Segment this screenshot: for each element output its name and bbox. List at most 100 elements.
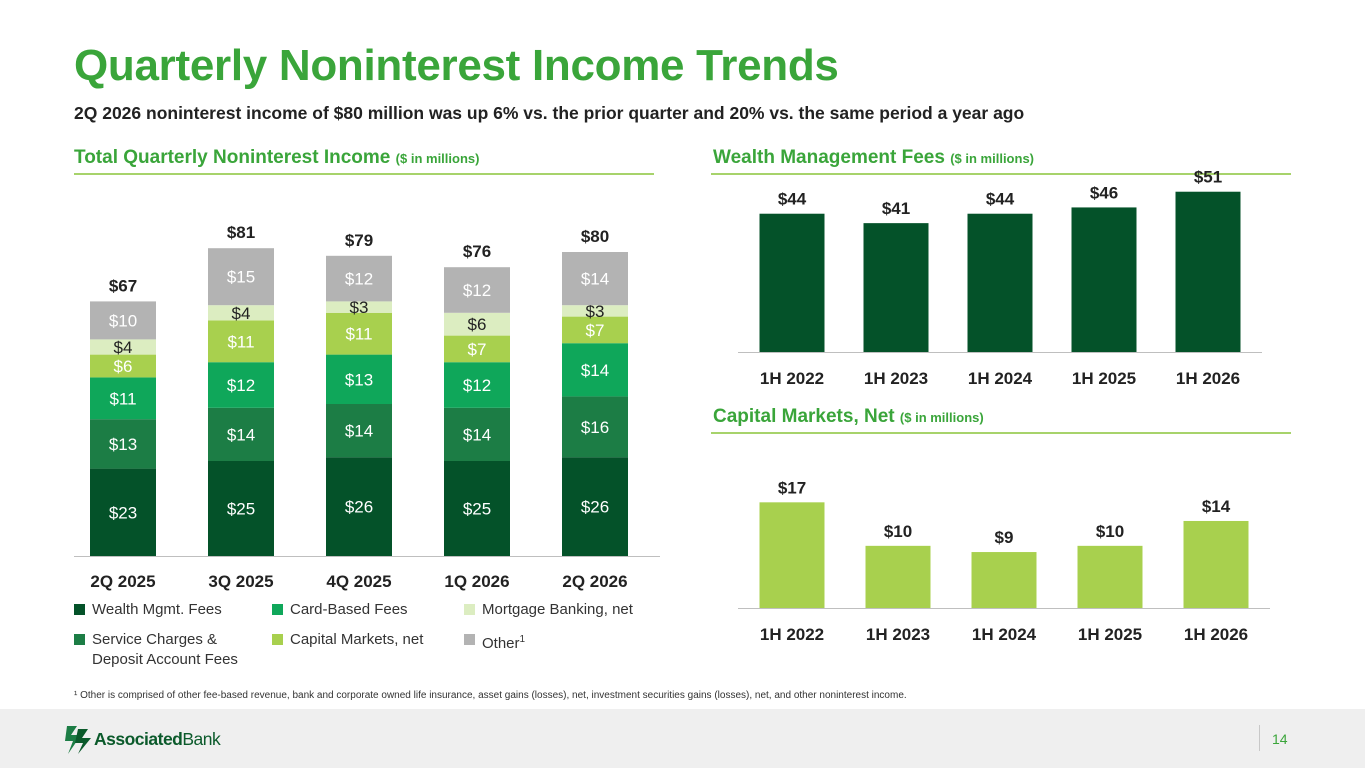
- data-label: $41: [882, 199, 910, 218]
- legend-label: Card-Based Fees: [290, 601, 408, 618]
- data-label: $16: [581, 418, 609, 437]
- wealth-fees-rule: [711, 173, 1291, 175]
- legend-item-service-charges: Service Charges & Deposit Account Fees: [74, 630, 264, 670]
- x-tick-label: 4Q 2025: [326, 572, 391, 591]
- capital-markets-title: Capital Markets, Net: [713, 406, 895, 427]
- data-label: $7: [468, 340, 487, 359]
- x-tick-label: 1Q 2026: [444, 572, 509, 591]
- x-tick-label: 1H 2024: [972, 625, 1037, 644]
- wealth-fees-unit: ($ in millions): [950, 151, 1035, 166]
- bar: [863, 223, 929, 352]
- data-label: $6: [114, 357, 133, 376]
- x-tick-label: 1H 2025: [1072, 369, 1136, 388]
- logo-text-bold: Associated: [94, 729, 183, 749]
- total-label: $76: [463, 242, 491, 261]
- data-label: $25: [227, 500, 255, 519]
- bar-segment: [444, 461, 510, 556]
- data-label: $11: [227, 332, 254, 351]
- bar: [1183, 520, 1249, 608]
- bar-segment: [90, 419, 156, 469]
- data-label: $14: [227, 425, 255, 444]
- bar-segment: [444, 335, 510, 363]
- bar-segment: [444, 407, 510, 461]
- capital-markets-unit: ($ in millions): [899, 410, 984, 425]
- data-label: $26: [345, 498, 373, 517]
- bar-segment: [90, 377, 156, 420]
- capital-markets-rule: [711, 432, 1291, 434]
- legend-item-card-fees: Card-Based Fees: [272, 600, 408, 620]
- x-tick-label: 1H 2023: [864, 369, 928, 388]
- bar-segment: [208, 305, 274, 321]
- data-label: $12: [345, 270, 373, 289]
- data-label: $26: [581, 498, 609, 517]
- bar-segment: [562, 252, 628, 306]
- legend-label: Capital Markets, net: [290, 631, 424, 648]
- x-tick-label: 1H 2024: [968, 369, 1033, 388]
- bar-segment: [208, 461, 274, 556]
- data-label: $10: [109, 311, 137, 330]
- bar-segment: [326, 354, 392, 404]
- total-label: $79: [345, 231, 373, 250]
- data-label: $4: [232, 304, 251, 323]
- legend-label: Mortgage Banking, net: [482, 601, 633, 618]
- total-label: $67: [109, 276, 137, 295]
- bar-segment: [208, 320, 274, 363]
- bar-segment: [90, 301, 156, 340]
- bar-segment: [326, 255, 392, 302]
- legend-label: Other: [482, 635, 520, 652]
- legend-item-mortgage: Mortgage Banking, net: [464, 600, 633, 620]
- total-income-title: Total Quarterly Noninterest Income: [74, 147, 391, 168]
- bar-segment: [562, 457, 628, 556]
- logo-text-regular: Bank: [182, 729, 221, 749]
- data-label: $10: [884, 522, 912, 541]
- data-label: $44: [778, 190, 807, 209]
- bar-segment: [562, 305, 628, 317]
- legend-label: Wealth Mgmt. Fees: [92, 601, 222, 618]
- bar: [971, 552, 1037, 608]
- bar-segment: [444, 267, 510, 313]
- data-label: $13: [345, 370, 373, 389]
- total-label: $81: [227, 223, 255, 242]
- bar-segment: [326, 301, 392, 313]
- page-number-divider: [1259, 725, 1260, 751]
- bar-segment: [326, 404, 392, 458]
- page-number: 14: [1272, 731, 1288, 747]
- bar: [759, 502, 825, 608]
- x-tick-label: 1H 2026: [1176, 369, 1240, 388]
- bar-segment: [90, 339, 156, 355]
- bar-segment: [326, 312, 392, 355]
- data-label: $4: [114, 338, 133, 357]
- data-label: $14: [1202, 497, 1231, 516]
- footnote: ¹ Other is comprised of other fee-based …: [74, 690, 907, 701]
- bar-segment: [562, 316, 628, 344]
- bar-segment: [444, 362, 510, 408]
- legend-swatch: [272, 634, 283, 645]
- data-label: $25: [463, 500, 491, 519]
- total-income-unit: ($ in millions): [395, 151, 480, 166]
- bar-segment: [562, 396, 628, 458]
- data-label: $14: [463, 425, 491, 444]
- data-label: $14: [345, 422, 373, 441]
- x-tick-label: 1H 2022: [760, 369, 824, 388]
- legend-label: Service Charges & Deposit Account Fees: [92, 631, 238, 668]
- page-subtitle: 2Q 2026 noninterest income of $80 millio…: [74, 103, 1025, 123]
- bar-segment: [90, 468, 156, 556]
- legend-item-wealth-mgmt: Wealth Mgmt. Fees: [74, 600, 222, 620]
- footer-bar: [0, 709, 1365, 768]
- data-label: $3: [350, 298, 369, 317]
- data-label: $12: [463, 281, 491, 300]
- data-label: $3: [586, 302, 605, 321]
- bar-segment: [90, 354, 156, 378]
- bar: [1077, 545, 1143, 608]
- data-label: $15: [227, 268, 255, 287]
- legend-swatch: [74, 604, 85, 615]
- legend-item-capital-markets: Capital Markets, net: [272, 630, 423, 650]
- data-label: $12: [227, 376, 255, 395]
- bar: [865, 545, 931, 608]
- data-label: $23: [109, 503, 137, 522]
- data-label: $11: [109, 389, 136, 408]
- chart-legend: Wealth Mgmt. Fees Card-Based Fees Mortga…: [74, 600, 674, 680]
